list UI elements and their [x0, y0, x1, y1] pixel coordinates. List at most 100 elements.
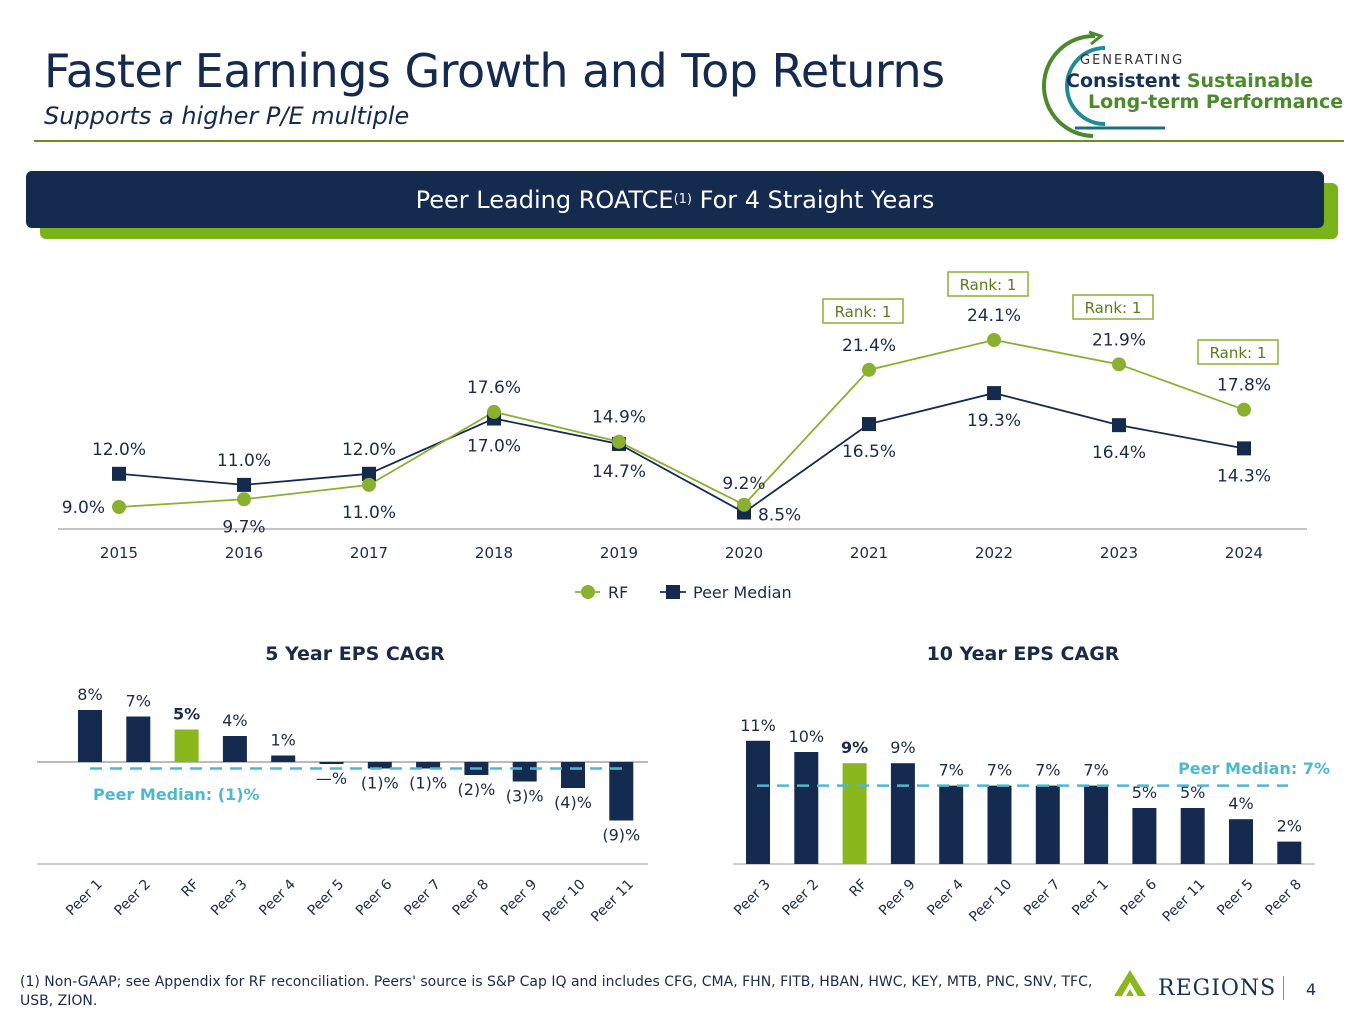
bar-peer-4 — [271, 755, 296, 762]
rf-data-label-2015: 9.0% — [62, 498, 105, 518]
roatce-line-chart: 2015 2016 2017 2018 2019 2020 2021 2022 2023 2024… — [58, 271, 1307, 602]
logo-generating-text: GENERATING — [1080, 53, 1185, 68]
peer-median-data-label-2020: 8.5% — [758, 506, 801, 526]
banner-footnote-ref: (1) — [673, 192, 692, 207]
rf-data-label-2023: 21.9% — [1092, 330, 1146, 350]
logo-word-consistent: Consistent — [1066, 70, 1181, 92]
x-tick-label-peer-4: Peer 4 — [924, 876, 967, 919]
peer-median-point-2015 — [112, 466, 126, 481]
bar-chart-title: 5 Year EPS CAGR — [265, 643, 445, 665]
x-tick-label-peer-3: Peer 3 — [731, 876, 774, 919]
peer-median-data-label-2019: 14.7% — [592, 462, 646, 482]
rank-badge-2021 — [822, 298, 904, 324]
rf-data-label-2021: 21.4% — [842, 336, 896, 356]
logo-word-sustainable: Sustainable — [1186, 70, 1314, 92]
bar-peer-5 — [319, 762, 344, 764]
rf-data-label-2017: 11.0% — [342, 503, 396, 523]
x-tick-label-2018: 2018 — [475, 544, 513, 562]
x-tick-label-2020: 2020 — [725, 544, 763, 562]
x-tick-label-peer-11: Peer 11 — [588, 876, 637, 925]
bar-peer-6 — [367, 762, 392, 769]
bar-data-label-peer-3: 11% — [740, 716, 776, 735]
x-tick-label-peer-2: Peer 2 — [779, 876, 822, 919]
bar-data-label-peer-3: 4% — [222, 711, 247, 730]
bar-chart-title: 10 Year EPS CAGR — [927, 643, 1120, 665]
x-tick-label-peer-7: Peer 7 — [401, 876, 444, 919]
peer-median-point-2021 — [862, 417, 876, 432]
peer-median-point-2022 — [987, 386, 1001, 401]
rf-point-2017 — [362, 477, 376, 492]
rf-point-2022 — [987, 333, 1001, 347]
x-tick-label-2016: 2016 — [225, 544, 263, 562]
peer-median-data-label-2018: 17.0% — [467, 437, 521, 457]
bar-peer-4 — [939, 785, 964, 864]
bar-peer-1 — [78, 710, 102, 762]
legend-peer-median-marker — [666, 585, 680, 599]
rank-badge-2023 — [1072, 294, 1154, 320]
x-tick-label-peer-8: Peer 8 — [450, 876, 493, 919]
bar-data-label-rf: 9% — [841, 738, 868, 757]
rf-point-2016 — [237, 492, 251, 507]
bar-data-label-rf: 5% — [173, 705, 200, 724]
rf-data-label-2024: 17.8% — [1217, 376, 1271, 396]
bar-data-label-peer-7: (1)% — [409, 774, 447, 793]
bar-data-label-peer-4: 1% — [271, 731, 296, 750]
regions-brand: REGIONS — [1158, 976, 1277, 1001]
page-number: 4 — [1306, 980, 1317, 999]
bar-data-label-peer-10: (4)% — [554, 793, 592, 812]
bar-peer-1 — [1084, 785, 1109, 864]
x-tick-label-2017: 2017 — [350, 544, 388, 562]
peer-median-label: Peer Median: (1)% — [93, 785, 260, 804]
rank-badge-2022 — [947, 271, 1029, 297]
bar-data-label-peer-9: (3)% — [506, 787, 544, 806]
bar-data-label-peer-8: (2)% — [457, 780, 495, 799]
rf-data-label-2019: 14.9% — [592, 408, 646, 428]
peer-median-data-label-2021: 16.5% — [842, 442, 896, 462]
rf-point-2021 — [862, 362, 876, 377]
x-tick-label-2023: 2023 — [1100, 544, 1138, 562]
footer-separator — [1283, 976, 1284, 1000]
bar-data-label-peer-5: 4% — [1228, 794, 1253, 813]
x-tick-label-peer-6: Peer 6 — [1118, 876, 1161, 919]
bar-data-label-peer-10: 7% — [987, 761, 1012, 780]
rf-point-2015 — [112, 500, 126, 514]
bar-peer-9 — [890, 763, 915, 864]
bar-data-label-peer-2: 10% — [789, 727, 825, 746]
peer-median-point-2017 — [362, 466, 376, 481]
page-title: Faster Earnings Growth and Top Returns — [44, 44, 945, 98]
rf-data-label-2018: 17.6% — [467, 378, 521, 398]
peer-median-data-label-2017: 12.0% — [342, 440, 396, 460]
x-tick-label-2021: 2021 — [850, 544, 888, 562]
bar-data-label-peer-1: 8% — [77, 685, 102, 704]
rank-badge-2024 — [1197, 339, 1279, 365]
x-tick-label-peer-11: Peer 11 — [1160, 876, 1209, 925]
rf-data-label-2022: 24.1% — [967, 306, 1021, 326]
generating-logo-icon — [1042, 30, 1165, 138]
bar-data-label-peer-7: 7% — [1035, 761, 1060, 780]
peer-median-data-label-2023: 16.4% — [1092, 443, 1146, 463]
bar-peer-3 — [222, 736, 247, 762]
bar-peer-11 — [1180, 808, 1205, 864]
peer-median-data-label-2024: 14.3% — [1217, 466, 1271, 486]
legend-peer-median-label: Peer Median — [693, 583, 792, 602]
rf-point-2019 — [612, 434, 626, 449]
bar-data-label-peer-1: 7% — [1083, 761, 1108, 780]
roatce-banner: Peer Leading ROATCE (1) For 4 Straight Ye… — [26, 171, 1324, 228]
bar-data-label-peer-2: 7% — [126, 692, 151, 711]
bar-data-label-peer-8: 2% — [1277, 817, 1302, 836]
bar-rf — [842, 763, 867, 864]
x-tick-label-2015: 2015 — [100, 544, 138, 562]
bar-peer-5 — [1229, 819, 1253, 864]
x-tick-label-rf: RF — [846, 876, 870, 900]
x-tick-label-rf: RF — [178, 876, 202, 900]
peer-median-point-2016 — [237, 477, 251, 492]
bar-peer-11 — [609, 762, 634, 821]
rf-point-2020 — [737, 497, 751, 512]
bar-data-label-peer-11: 5% — [1180, 783, 1205, 802]
peer-median-point-2024 — [1237, 441, 1251, 456]
bar-peer-10 — [561, 762, 585, 788]
regions-logo-icon — [1114, 970, 1146, 996]
page-subtitle: Supports a higher P/E multiple — [44, 102, 410, 130]
x-tick-label-peer-9: Peer 9 — [876, 876, 919, 919]
legend-rf-marker — [581, 585, 595, 599]
